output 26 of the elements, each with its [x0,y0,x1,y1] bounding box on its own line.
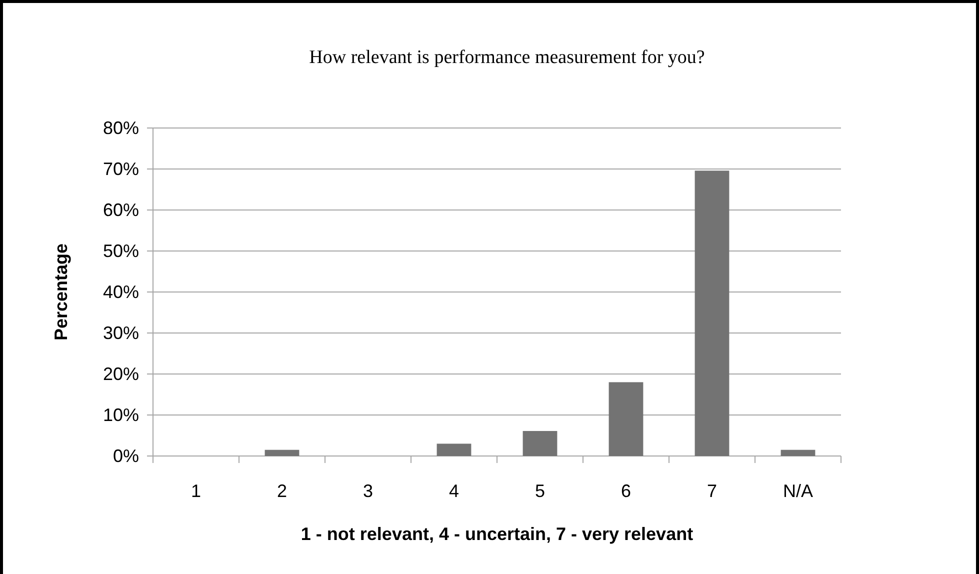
bar [780,450,816,456]
y-tick-label: 40% [102,282,139,302]
x-tick-label: 1 [190,481,202,501]
x-tick-label: 3 [362,481,374,501]
x-tick-label: 2 [276,481,288,501]
y-tick-label: 30% [102,323,139,343]
y-tick-label: 60% [102,200,139,220]
y-tick-label: 80% [102,118,139,138]
bar [264,450,300,456]
x-tick-label: 5 [534,481,546,501]
y-tick-label: 70% [102,159,139,179]
bar [608,382,644,456]
chart-title: How relevant is performance measurement for you? [309,47,705,68]
x-tick-label: 7 [706,481,718,501]
y-tick-label: 20% [102,364,139,384]
y-tick-label: 0% [112,446,139,466]
x-tick-label: 4 [448,481,460,501]
bar [694,170,730,456]
x-tick-label: 6 [620,481,632,501]
x-axis-title: 1 - not relevant, 4 - uncertain, 7 - very relevant [300,524,694,544]
y-axis-title: Percentage [51,243,71,341]
y-tick-label: 50% [102,241,139,261]
bar [522,430,558,456]
bar [436,444,472,456]
y-tick-label: 10% [102,405,139,425]
x-tick-label: N/A [782,481,814,501]
